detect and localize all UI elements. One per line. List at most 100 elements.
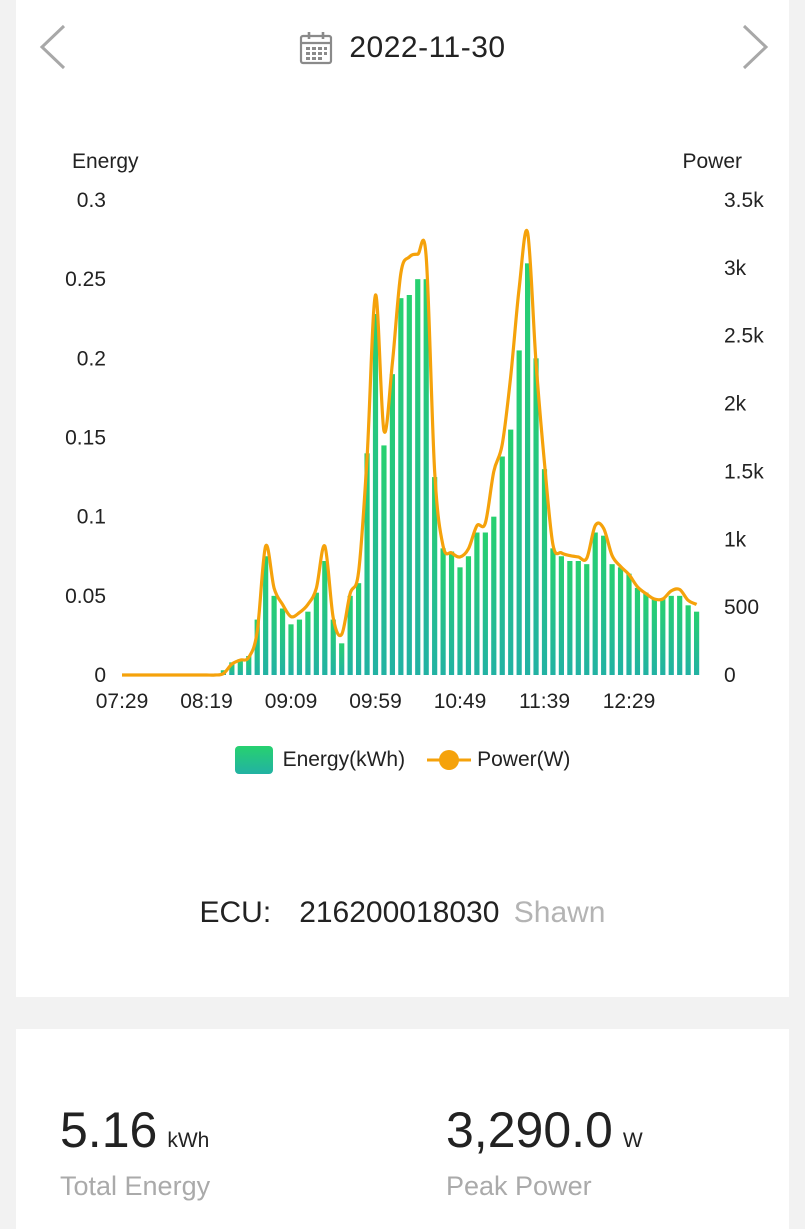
energy-bar — [415, 279, 421, 675]
x-tick-label: 08:19 — [180, 690, 233, 713]
energy-bar — [533, 358, 539, 675]
left-tick-label: 0.05 — [65, 585, 106, 608]
left-tick-label: 0.15 — [65, 427, 106, 450]
calendar-icon — [300, 32, 333, 65]
peak-power-label: Peak Power — [446, 1171, 592, 1201]
power-series-line — [121, 228, 698, 677]
right-tick-label: 0 — [724, 664, 736, 687]
energy-bar — [677, 595, 683, 675]
right-tick-label: 2k — [724, 393, 747, 416]
ecu-id: 216200018030 — [299, 896, 500, 929]
energy-bar — [305, 611, 311, 675]
legend-energy-label: Energy(kWh) — [282, 748, 406, 771]
energy-bar — [398, 298, 404, 675]
energy-bar — [584, 564, 590, 675]
peak-power-stat: 3,290.0 W Peak Power — [446, 1101, 643, 1202]
right-axis-title: Power — [682, 150, 742, 173]
energy-bar — [550, 548, 556, 675]
energy-bar — [508, 429, 514, 675]
x-tick-label: 09:59 — [349, 690, 402, 713]
energy-bar — [626, 573, 632, 675]
energy-bar — [457, 567, 463, 675]
chart-legend: Energy(kWh) Power(W) — [16, 740, 789, 780]
energy-bar — [246, 656, 252, 675]
energy-bar — [592, 532, 598, 675]
energy-bar — [474, 532, 480, 675]
energy-bar — [254, 619, 260, 675]
date-selector[interactable]: 2022-11-30 — [16, 26, 789, 70]
x-tick-label: 11:39 — [519, 690, 570, 713]
total-energy-value: 5.16 — [60, 1102, 158, 1158]
peak-power-value: 3,290.0 — [446, 1102, 613, 1158]
chart-card: 2022-11-30 Energy Power 0.3 0.25 0.2 0.15 0.… — [16, 0, 789, 997]
energy-bar — [499, 456, 505, 675]
total-energy-stat: 5.16 kWh Total Energy — [60, 1101, 210, 1202]
chevron-right-icon[interactable] — [734, 22, 774, 72]
x-tick-label: 12:29 — [603, 690, 656, 713]
right-tick-label: 1k — [724, 528, 747, 551]
left-tick-label: 0.1 — [77, 506, 106, 529]
power-swatch-icon — [427, 750, 472, 770]
left-tick-label: 0.3 — [77, 189, 106, 212]
energy-bar — [432, 477, 438, 675]
energy-bar — [237, 659, 243, 675]
energy-bar — [651, 599, 657, 675]
x-tick-label: 10:49 — [434, 690, 487, 713]
energy-bar — [279, 608, 286, 675]
energy-bar — [339, 643, 345, 675]
energy-bar — [330, 619, 336, 675]
energy-bar — [525, 263, 531, 675]
energy-bar — [229, 662, 235, 675]
legend-power[interactable]: Power(W) — [405, 746, 570, 774]
energy-bar — [609, 564, 615, 675]
right-tick-label: 2.5k — [724, 325, 764, 348]
energy-bar — [381, 445, 387, 675]
peak-power-unit: W — [622, 1129, 643, 1152]
energy-bar — [660, 599, 666, 675]
x-tick-label: 09:09 — [265, 690, 318, 713]
energy-bar — [389, 374, 395, 675]
energy-bar — [372, 314, 379, 675]
energy-bar — [634, 587, 641, 675]
energy-bar — [617, 567, 624, 675]
energy-bar — [448, 551, 455, 675]
total-energy-label: Total Energy — [60, 1171, 211, 1201]
ecu-info: ECU: 216200018030 Shawn — [16, 896, 789, 930]
energy-bar — [516, 350, 522, 675]
right-tick-label: 3k — [724, 257, 747, 280]
energy-bar — [423, 279, 429, 675]
legend-energy[interactable]: Energy(kWh) — [234, 746, 406, 774]
energy-bar — [364, 453, 370, 675]
energy-bar — [643, 592, 649, 675]
energy-bar — [491, 516, 497, 675]
right-tick-label: 3.5k — [724, 189, 764, 212]
energy-power-chart: Energy Power 0.3 0.25 0.2 0.15 0.1 0.05 0 3.5k… — [65, 150, 764, 713]
energy-bar — [541, 469, 548, 675]
energy-bar — [694, 611, 700, 675]
energy-bar — [313, 592, 319, 675]
x-tick-label: 07:29 — [96, 690, 149, 713]
energy-swatch — [234, 746, 273, 774]
stats-card: 5.16 kWh Total Energy 3,290.0 W Peak Pow… — [16, 1029, 789, 1229]
energy-bar — [685, 605, 691, 675]
legend-power-label: Power(W) — [477, 748, 571, 771]
energy-bar — [440, 548, 446, 675]
chevron-left-icon[interactable] — [34, 22, 74, 72]
energy-bar — [668, 595, 674, 675]
right-tick-label: 500 — [724, 596, 759, 619]
left-tick-label: 0 — [94, 664, 106, 687]
energy-bar — [347, 595, 353, 675]
ecu-label: ECU: — [199, 896, 272, 929]
energy-bar — [406, 295, 412, 675]
energy-bar — [271, 595, 277, 675]
energy-bar — [558, 556, 564, 675]
energy-bar — [263, 556, 269, 675]
energy-bar — [601, 535, 607, 675]
right-tick-label: 1.5k — [724, 460, 764, 483]
ecu-name: Shawn — [513, 896, 606, 929]
energy-bar — [482, 532, 488, 675]
energy-bar — [288, 624, 294, 675]
energy-bar — [322, 561, 328, 675]
energy-bar — [567, 561, 573, 675]
energy-bar — [575, 561, 581, 675]
